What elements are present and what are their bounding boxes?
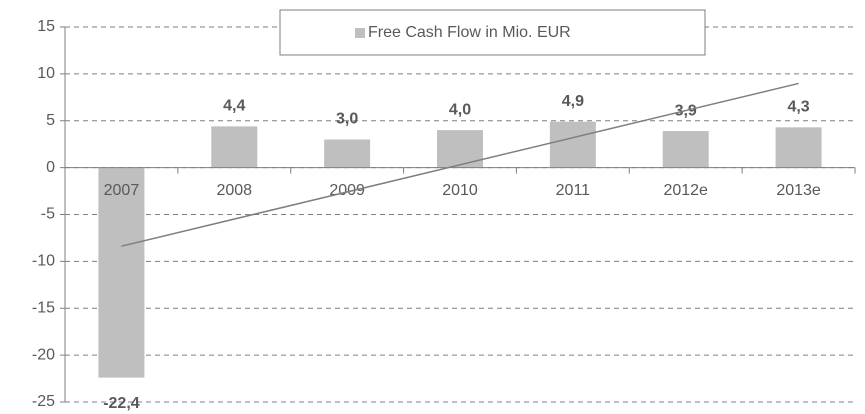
bar (662, 131, 709, 168)
x-tick-label: 2008 (216, 182, 252, 199)
bar (775, 127, 822, 168)
bar (98, 167, 145, 378)
y-tick-label: -15 (32, 299, 55, 316)
x-tick-label: 2010 (442, 182, 478, 199)
data-label: -22,4 (103, 395, 140, 412)
x-tick-label: 2007 (104, 182, 140, 199)
data-label: 4,4 (223, 98, 245, 115)
y-tick-label: -10 (32, 253, 55, 270)
data-label: 4,0 (449, 101, 471, 118)
bar (437, 130, 483, 168)
data-label: 3,0 (336, 111, 358, 128)
data-label: 4,9 (562, 93, 584, 110)
x-tick-label: 2011 (556, 182, 591, 199)
legend-label: Free Cash Flow in Mio. EUR (368, 24, 571, 41)
bar (549, 121, 596, 168)
trend-line (121, 82, 799, 247)
y-tick-label: -20 (32, 346, 55, 363)
data-label: 4,3 (787, 99, 809, 116)
legend-swatch (355, 28, 365, 38)
x-tick-label: 2012e (663, 182, 708, 199)
x-tick-label: 2009 (329, 182, 365, 199)
legend-box (279, 9, 706, 56)
y-tick-label: 10 (37, 65, 55, 82)
bar (324, 139, 371, 168)
y-tick-label: 15 (37, 18, 55, 35)
y-tick-label: 5 (46, 112, 55, 129)
y-tick-label: -25 (32, 393, 55, 410)
y-tick-label: 0 (46, 159, 55, 176)
y-tick-label: -5 (41, 206, 55, 223)
x-tick-label: 2013e (776, 182, 821, 199)
bar (211, 126, 258, 168)
